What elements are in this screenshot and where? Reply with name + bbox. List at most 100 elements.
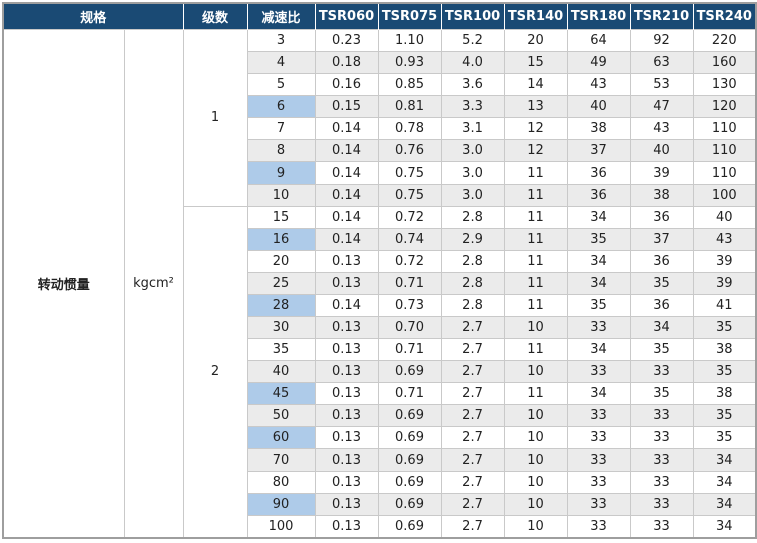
value-cell: 120 [692, 95, 757, 119]
value-cell: 0.71 [377, 382, 442, 406]
value-cell: 0.74 [377, 227, 442, 251]
value-cell: 36 [629, 249, 694, 273]
value-cell: 10 [503, 404, 568, 428]
value-cell: 49 [566, 51, 631, 75]
value-cell: 33 [566, 470, 631, 494]
value-cell: 0.69 [377, 360, 442, 384]
header-model-tsr180: TSR180 [566, 3, 631, 30]
header-model-tsr210: TSR210 [629, 3, 694, 30]
table-row: 4 0.18 0.93 4.0 15 49 63 160 [3, 51, 757, 75]
value-cell: 10 [503, 360, 568, 384]
table-row: 转动惯量 kgcm² 1 3 0.23 1.10 5.2 20 64 92 220 [2, 28, 757, 539]
value-cell: 0.13 [314, 514, 379, 539]
value-cell: 0.18 [314, 51, 379, 75]
ratio-cell: 70 [246, 448, 316, 472]
value-cell: 63 [629, 51, 694, 75]
value-cell: 34 [566, 271, 631, 295]
value-cell: 35 [566, 293, 631, 318]
value-cell: 10 [503, 448, 568, 472]
value-cell: 0.14 [314, 161, 379, 185]
header-row: 规格 级数 减速比 TSR060 TSR075 TSR100 TSR140 TSR180… [3, 3, 757, 30]
value-cell: 0.13 [314, 271, 379, 295]
value-cell: 100 [692, 183, 757, 207]
ratio-cell: 3 [246, 28, 316, 53]
value-cell: 160 [692, 51, 757, 75]
value-cell: 35 [629, 382, 694, 406]
value-cell: 0.75 [377, 183, 442, 207]
value-cell: 2.7 [440, 382, 505, 406]
value-cell: 2.7 [440, 492, 505, 516]
value-cell: 0.14 [314, 117, 379, 141]
table-row: 9 0.14 0.75 3.0 11 36 39 110 [3, 161, 757, 185]
value-cell: 5.2 [440, 28, 505, 53]
value-cell: 11 [503, 338, 568, 362]
table-row: 16 0.14 0.74 2.9 11 35 37 43 [3, 227, 757, 251]
value-cell: 34 [692, 514, 757, 539]
spec-name-cell: 转动惯量 [2, 29, 125, 539]
value-cell: 34 [692, 470, 757, 494]
value-cell: 0.13 [314, 448, 379, 472]
value-cell: 2.8 [440, 271, 505, 295]
value-cell: 34 [692, 448, 757, 472]
value-cell: 43 [629, 117, 694, 141]
ratio-cell: 16 [246, 227, 316, 251]
table-body: 转动惯量 kgcm² 1 3 0.23 1.10 5.2 20 64 92 220 4 0.18 0.93… [2, 28, 757, 539]
value-cell: 11 [503, 249, 568, 273]
value-cell: 2.7 [440, 470, 505, 494]
header-stage: 级数 [182, 3, 248, 30]
value-cell: 38 [692, 382, 757, 406]
value-cell: 14 [503, 73, 568, 97]
value-cell: 0.14 [314, 139, 379, 163]
value-cell: 3.0 [440, 183, 505, 207]
value-cell: 0.15 [314, 95, 379, 119]
ratio-cell: 30 [246, 316, 316, 340]
value-cell: 0.81 [377, 95, 442, 119]
value-cell: 0.69 [377, 404, 442, 428]
value-cell: 36 [629, 205, 694, 229]
ratio-cell: 28 [246, 293, 316, 318]
value-cell: 0.13 [314, 316, 379, 340]
ratio-cell: 6 [246, 95, 316, 119]
value-cell: 43 [566, 73, 631, 97]
value-cell: 0.16 [314, 73, 379, 97]
value-cell: 0.13 [314, 426, 379, 450]
value-cell: 33 [566, 404, 631, 428]
value-cell: 33 [566, 316, 631, 340]
value-cell: 0.13 [314, 470, 379, 494]
value-cell: 0.14 [314, 205, 379, 229]
table-row: 45 0.13 0.71 2.7 11 34 35 38 [3, 382, 757, 406]
value-cell: 4.0 [440, 51, 505, 75]
ratio-cell: 50 [246, 404, 316, 428]
value-cell: 37 [629, 227, 694, 251]
value-cell: 2.7 [440, 316, 505, 340]
table-row: 8 0.14 0.76 3.0 12 37 40 110 [3, 139, 757, 163]
value-cell: 2.7 [440, 426, 505, 450]
value-cell: 35 [566, 227, 631, 251]
value-cell: 10 [503, 316, 568, 340]
value-cell: 53 [629, 73, 694, 97]
ratio-cell: 45 [246, 382, 316, 406]
value-cell: 0.13 [314, 338, 379, 362]
value-cell: 33 [566, 514, 631, 539]
value-cell: 1.10 [377, 28, 442, 53]
value-cell: 10 [503, 426, 568, 450]
value-cell: 37 [566, 139, 631, 163]
value-cell: 34 [692, 492, 757, 516]
header-model-tsr075: TSR075 [377, 3, 442, 30]
table-row: 100 0.13 0.69 2.7 10 33 33 34 [3, 514, 757, 539]
ratio-cell: 90 [246, 492, 316, 516]
ratio-cell: 20 [246, 249, 316, 273]
value-cell: 38 [566, 117, 631, 141]
value-cell: 11 [503, 183, 568, 207]
value-cell: 0.13 [314, 249, 379, 273]
value-cell: 38 [692, 338, 757, 362]
table-row: 5 0.16 0.85 3.6 14 43 53 130 [3, 73, 757, 97]
value-cell: 34 [566, 382, 631, 406]
value-cell: 33 [629, 448, 694, 472]
value-cell: 0.69 [377, 470, 442, 494]
value-cell: 0.23 [314, 28, 379, 53]
table-row: 2 15 0.14 0.72 2.8 11 34 36 40 [3, 205, 757, 539]
value-cell: 34 [629, 316, 694, 340]
value-cell: 130 [692, 73, 757, 97]
ratio-cell: 100 [246, 514, 316, 539]
